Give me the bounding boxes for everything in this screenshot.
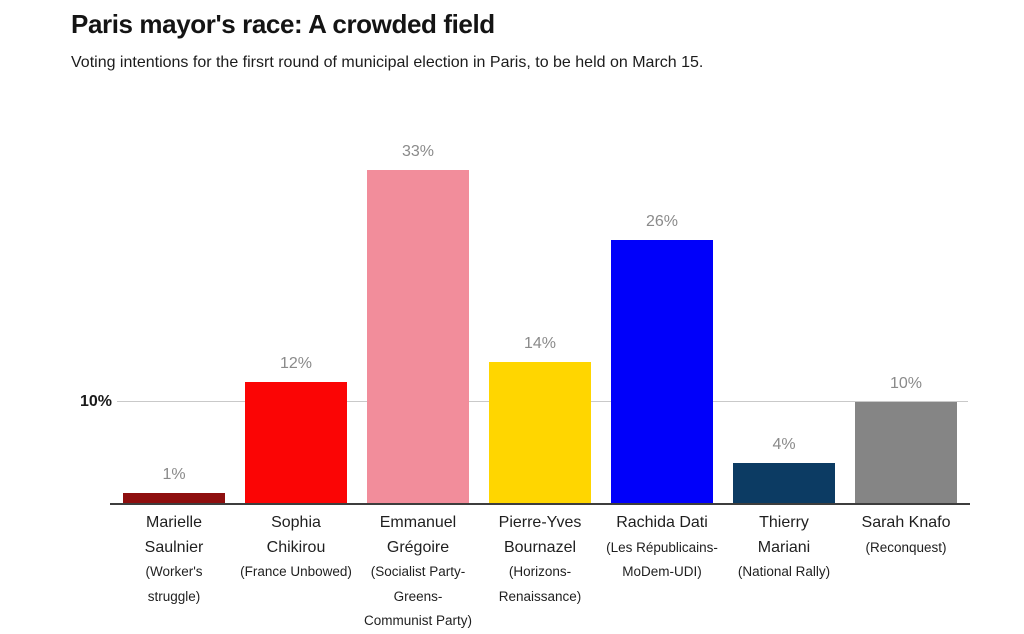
bar-sarah-knafo: [855, 402, 957, 503]
party-name-line: struggle): [147, 588, 201, 604]
candidate-name-line: Marielle: [145, 514, 202, 531]
party-name-line: MoDem-UDI): [622, 564, 702, 579]
party-name-line: Greens-: [393, 588, 443, 604]
party-name-line: Communist Party): [363, 613, 473, 628]
candidate-name-line: Pierre-Yves: [498, 514, 582, 531]
bar-thierry-mariani: [733, 463, 835, 503]
candidate-name-line: Mariani: [757, 538, 811, 556]
x-axis-line: [110, 503, 970, 505]
x-label-sophia-chikirou: Sophia Chikirou (France Unbowed): [235, 511, 357, 585]
bar-sophia-chikirou: [245, 382, 347, 503]
bar-marielle-saulnier: [123, 493, 225, 503]
value-label-emmanuel-gregoire: 33%: [401, 143, 435, 160]
candidate-name-line: Thierry: [759, 514, 809, 531]
candidate-name-line: Sarah Knafo: [861, 514, 951, 531]
value-label-sophia-chikirou: 12%: [279, 355, 313, 372]
party-name-line: (National Rally): [737, 564, 831, 579]
candidate-name-line: Sophia: [271, 514, 321, 531]
x-label-marielle-saulnier: Marielle Saulnier (Worker's struggle): [113, 511, 235, 609]
party-name-line: (Worker's: [145, 564, 203, 579]
party-name-line: (Horizons-: [508, 564, 572, 579]
party-name-line: (Reconquest): [865, 539, 947, 555]
value-label-thierry-mariani: 4%: [772, 436, 796, 453]
page-title: Paris mayor's race: A crowded field: [71, 9, 495, 39]
value-label-rachida-dati: 26%: [645, 213, 679, 230]
candidate-name-line: Rachida Dati: [616, 514, 708, 531]
x-label-thierry-mariani: Thierry Mariani (National Rally): [723, 511, 845, 585]
x-label-emmanuel-gregoire: Emmanuel Grégoire (Socialist Party- Greens-…: [357, 511, 479, 634]
value-label-marielle-saulnier: 1%: [162, 466, 186, 483]
x-label-sarah-knafo: Sarah Knafo (Reconquest): [845, 511, 967, 560]
candidate-name-line: Emmanuel: [379, 514, 457, 531]
value-label-sarah-knafo: 10%: [889, 375, 923, 392]
page-subtitle: Voting intentions for the firsrt round o…: [71, 54, 704, 71]
candidate-name-line: Chikirou: [266, 538, 326, 556]
candidate-name-line: Saulnier: [144, 538, 204, 556]
x-label-rachida-dati: Rachida Dati (Les Républicains- MoDem-UDI): [601, 511, 723, 585]
party-name-line: (France Unbowed): [240, 564, 352, 579]
value-label-pierre-yves-bournazel: 14%: [523, 335, 557, 352]
party-name-line: (Les Républicains-: [606, 539, 718, 555]
party-name-line: (Socialist Party-: [370, 564, 466, 579]
candidate-name-line: Bournazel: [503, 538, 577, 556]
candidate-name-line: Grégoire: [386, 538, 450, 556]
y-axis-tick-label: 10%: [79, 393, 112, 410]
x-label-pierre-yves-bournazel: Pierre-Yves Bournazel (Horizons- Renaissanc…: [479, 511, 601, 609]
bar-pierre-yves-bournazel: [489, 362, 591, 503]
bar-rachida-dati: [611, 240, 713, 503]
party-name-line: Renaissance): [498, 588, 582, 604]
bar-emmanuel-gregoire: [367, 170, 469, 503]
